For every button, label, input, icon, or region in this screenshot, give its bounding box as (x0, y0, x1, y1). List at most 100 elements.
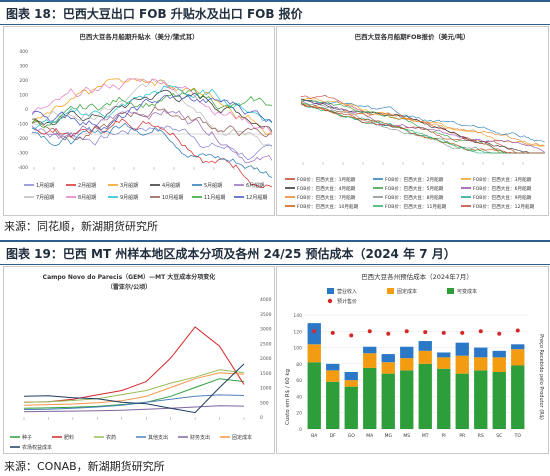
mt-y-tick: 2500 (260, 341, 272, 347)
premium-series-line (31, 78, 273, 134)
state-x-tick: MT (422, 433, 429, 439)
premium-y-tick: -200 (18, 136, 28, 142)
premium-legend-label: 2月船期 (78, 182, 96, 189)
state-x-tick: MA (366, 433, 374, 439)
fob-legend-label: FOB价：巴西大豆：6月船期 (473, 185, 532, 192)
state-legend-swatch (327, 298, 333, 304)
state-price-dot (330, 330, 335, 335)
premium-legend-label: 8月船期 (78, 194, 96, 201)
state-price-dot (312, 329, 317, 334)
state-x-tick: GO (348, 433, 355, 439)
state-bar-segment (381, 354, 395, 363)
mt-y-tick: 3000 (260, 327, 272, 333)
fob-series-line (300, 98, 545, 154)
mt-legend-label: 固定成本 (232, 434, 252, 441)
state-bar-segment (474, 347, 488, 358)
state-price-dot (441, 330, 446, 335)
mt-cost-chart-panel: Campo Novo do Parecis（GEM）—MT 大豆成本分项变化 （… (3, 266, 275, 454)
premium-legend-label: 7月船期 (36, 194, 54, 201)
premium-y-tick: -300 (18, 151, 28, 157)
fob-series-line (301, 95, 545, 154)
mt-legend-label: 农场权益成本 (22, 444, 52, 451)
premium-y-tick: 0 (25, 107, 28, 113)
state-bar-segment (474, 370, 488, 429)
state-price-dot (497, 331, 502, 336)
state-x-tick: BA (311, 433, 318, 439)
mt-y-tick: 1500 (260, 371, 272, 377)
mt-series-line (23, 363, 245, 414)
fob-chart-title: 巴西大豆各月船期FOB报价（美元/吨） (355, 32, 470, 41)
fob-chart: 巴西大豆各月船期FOB报价（美元/吨） FOB价：巴西大豆：1月船期 FOB价：巴… (285, 32, 545, 210)
state-bar-segment (344, 372, 358, 381)
figure-19-source: 来源：CONAB，新湖期货研究所 (4, 460, 165, 473)
fob-legend-label: FOB价：巴西大豆：7月船期 (297, 194, 356, 201)
mt-series-line (23, 405, 245, 413)
premium-legend-label: 4月船期 (162, 182, 180, 189)
mt-y-tick: 3500 (260, 312, 272, 318)
state-bar-segment (437, 352, 451, 358)
state-bar-segment (418, 341, 432, 351)
state-bar-segment (400, 370, 414, 429)
premium-legend-label: 12月船期 (246, 194, 267, 201)
figure-18-source: 来源：同花顺，新湖期货研究所 (4, 220, 158, 233)
fob-series-line (300, 104, 545, 154)
state-x-tick: DF (330, 433, 336, 439)
premium-legend-label: 1月船期 (36, 182, 54, 189)
mt-y-tick: 2000 (260, 356, 272, 362)
premium-series-line (31, 122, 273, 179)
state-price-dot (515, 328, 520, 333)
premium-series-line (31, 109, 273, 164)
state-bar-segment (326, 381, 340, 429)
state-x-tick: RS (478, 433, 484, 439)
mt-y-tick: 1000 (260, 386, 272, 392)
state-bar-segment (492, 372, 506, 429)
mt-series-line (23, 326, 245, 403)
figure-18-label: 图表 18：巴西大豆出口 FOB 升贴水及出口 FOB 报价 (6, 7, 303, 21)
premium-y-tick: 100 (19, 93, 28, 99)
mt-series-line (23, 372, 245, 406)
state-bar-segment (418, 350, 432, 364)
fob-legend-label: FOB价：巴西大豆：3月船期 (473, 176, 532, 183)
state-legend-label: 预计售价 (337, 298, 357, 305)
fob-series-line (300, 100, 545, 153)
state-bar-segment (344, 386, 358, 429)
state-y-tick: 80 (296, 362, 302, 368)
state-bar-segment (511, 344, 525, 350)
state-cost-ylabel: Custo em R$ / 60 kg (285, 369, 291, 425)
state-bar-segment (363, 353, 377, 368)
fob-series-line (300, 101, 545, 147)
state-bar-segment (307, 323, 321, 345)
fob-legend-label: FOB价：巴西大豆：1月船期 (297, 176, 356, 183)
fob-legend-label: FOB价：巴西大豆：9月船期 (473, 194, 532, 201)
premium-series-line (31, 89, 273, 132)
premium-series-line (31, 78, 273, 148)
fob-legend-label: FOB价：巴西大豆：4月船期 (297, 185, 356, 192)
premium-series-line (31, 118, 273, 189)
state-bar-segment (492, 357, 506, 372)
state-legend-swatch (447, 288, 454, 294)
state-price-dot (478, 329, 483, 334)
state-bar-segment (400, 346, 414, 359)
state-legend-swatch (327, 288, 334, 294)
fob-legend-label: FOB价：巴西大豆：12月船期 (473, 203, 535, 210)
state-price-dot (349, 333, 354, 338)
premium-legend-label: 11月船期 (204, 194, 225, 201)
state-y-tick: 0 (299, 427, 302, 433)
premium-legend-label: 6月船期 (246, 182, 264, 189)
premium-series-line (31, 88, 273, 129)
state-x-tick: SC (496, 433, 502, 439)
state-legend-label: 可变成本 (457, 288, 477, 295)
fob-chart-panel: 巴西大豆各月船期FOB报价（美元/吨） FOB价：巴西大豆：1月船期 FOB价：巴… (276, 26, 549, 216)
state-bar-segment (400, 358, 414, 371)
premium-legend-label: 9月船期 (120, 194, 138, 201)
state-bar-segment (363, 367, 377, 429)
premium-y-tick: 400 (19, 49, 28, 55)
state-cost-y2label: Preço Recebido pelo Produtor (R$) (538, 334, 544, 420)
mt-legend-label: 种子 (22, 434, 32, 441)
state-y-tick: 20 (296, 411, 302, 417)
state-bar-segment (455, 342, 469, 356)
state-bar-segment (511, 365, 525, 429)
state-bar-segment (474, 357, 488, 371)
state-x-tick: PI (442, 433, 446, 439)
state-x-tick: MS (403, 433, 410, 439)
